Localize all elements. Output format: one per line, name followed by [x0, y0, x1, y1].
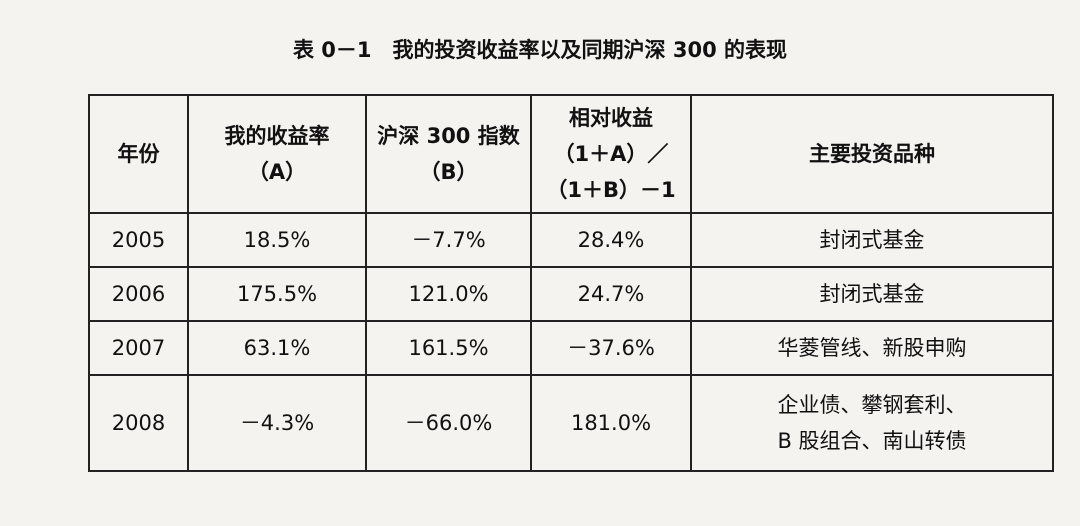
cell-line: （B）	[419, 160, 478, 184]
table-cell: －37.6%	[530, 320, 692, 376]
header-row: 年份 我的收益率 （A） 沪深 300 指数 （B） 相对收益 （1＋A）／ （1＋B）－1 主…	[88, 94, 1054, 214]
cell-line: （A）	[247, 160, 307, 184]
table-cell: 华菱管线、新股申购	[690, 320, 1054, 376]
table-cell: －7.7%	[365, 212, 532, 268]
table-row: 2006 175.5% 121.0% 24.7% 封闭式基金	[88, 266, 1054, 322]
table-title: 表 0－1 我的投资收益率以及同期沪深 300 的表现	[293, 38, 787, 62]
table: 年份 我的收益率 （A） 沪深 300 指数 （B） 相对收益 （1＋A）／ （1＋B）－1 主…	[88, 94, 1054, 472]
table-cell: 121.0%	[365, 266, 532, 322]
table-cell: 2007	[88, 320, 189, 376]
table-cell: 封闭式基金	[690, 266, 1054, 322]
table-cell: －4.3%	[187, 374, 367, 472]
table-cell: －66.0%	[365, 374, 532, 472]
cell-line: （1＋B）－1	[546, 178, 676, 202]
table-row: 2008 －4.3% －66.0% 181.0% 企业债、攀钢套利、 B 股组合、南山转债	[88, 374, 1054, 472]
table-row: 2005 18.5% －7.7% 28.4% 封闭式基金	[88, 212, 1054, 268]
table-row: 2007 63.1% 161.5% －37.6% 华菱管线、新股申购	[88, 320, 1054, 376]
header-cell: 我的收益率 （A）	[187, 94, 367, 214]
table-cell: 企业债、攀钢套利、 B 股组合、南山转债	[690, 374, 1054, 472]
cell-line: 沪深 300 指数	[377, 124, 520, 148]
header-cell: 年份	[88, 94, 189, 214]
table-cell: 2005	[88, 212, 189, 268]
cell-line: 相对收益	[569, 106, 653, 130]
header-cell: 沪深 300 指数 （B）	[365, 94, 532, 214]
table-cell: 18.5%	[187, 212, 367, 268]
table-cell: 封闭式基金	[690, 212, 1054, 268]
cell-line: 企业债、攀钢套利、	[777, 393, 967, 417]
header-cell: 主要投资品种	[690, 94, 1054, 214]
table-body: 2005 18.5% －7.7% 28.4% 封闭式基金 2006 175.5% 121.0%…	[88, 212, 1054, 472]
table-cell: 2006	[88, 266, 189, 322]
table-cell: 181.0%	[530, 374, 692, 472]
cell-line: 我的收益率	[224, 124, 330, 148]
table-cell: 63.1%	[187, 320, 367, 376]
table-cell: 161.5%	[365, 320, 532, 376]
table-header: 年份 我的收益率 （A） 沪深 300 指数 （B） 相对收益 （1＋A）／ （1＋B）－1 主…	[88, 94, 1054, 214]
cell-line: B 股组合、南山转债	[777, 429, 967, 453]
cell-line: （1＋A）／	[553, 142, 669, 166]
table-cell: 28.4%	[530, 212, 692, 268]
table-cell: 175.5%	[187, 266, 367, 322]
header-cell: 相对收益 （1＋A）／ （1＋B）－1	[530, 94, 692, 214]
table-cell: 24.7%	[530, 266, 692, 322]
table-cell: 2008	[88, 374, 189, 472]
